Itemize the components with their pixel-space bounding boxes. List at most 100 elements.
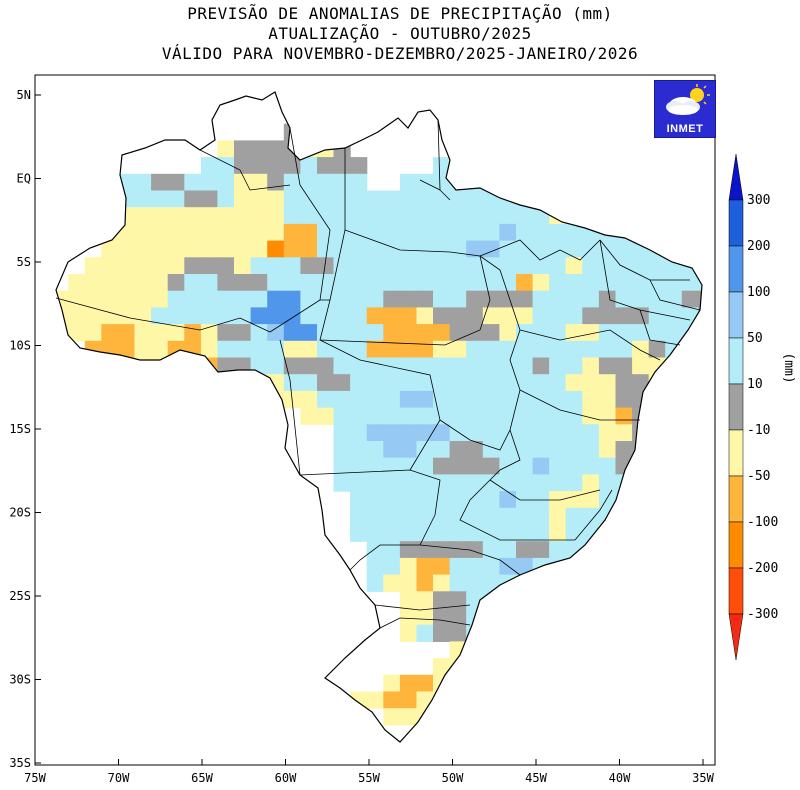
grid-cell: [317, 290, 335, 308]
grid-cell: [433, 457, 451, 475]
grid-cell: [317, 240, 335, 258]
grid-cell: [466, 357, 484, 375]
grid-cell: [549, 457, 567, 475]
grid-cell: [449, 274, 467, 292]
grid-cell: [433, 608, 451, 626]
grid-cell: [482, 407, 500, 425]
grid-cell: [200, 207, 219, 225]
grid-cell: [234, 257, 252, 275]
grid-cell: [234, 307, 252, 325]
grid-cell: [117, 340, 136, 359]
grid-cell: [317, 274, 335, 292]
grid-cell: [234, 190, 252, 208]
grid-cell: [234, 340, 252, 359]
legend-tick-label: 200: [747, 239, 770, 254]
lat-tick-label: EQ: [17, 172, 31, 186]
lat-tick-label: 5N: [17, 88, 31, 102]
grid-cell: [449, 457, 467, 475]
grid-cell: [68, 307, 86, 325]
legend-colorbar: 300 200 100 50 10 -10 -50 -100 -200 -300: [728, 153, 778, 661]
grid-cell: [317, 357, 335, 375]
grid-cell: [466, 223, 484, 242]
grid-cell: [416, 574, 434, 592]
logo-label: INMET: [666, 123, 704, 135]
grid-cell: [366, 541, 384, 559]
grid-cell: [598, 307, 617, 325]
grid-cell: [366, 557, 384, 576]
grid-cell: [433, 407, 451, 425]
grid-cell: [565, 507, 583, 526]
grid-cell: [151, 307, 169, 325]
grid-cell: [449, 340, 467, 359]
legend-swatch: [728, 475, 744, 523]
grid-cell: [283, 340, 301, 359]
grid-cell: [449, 390, 467, 409]
grid-cell: [267, 290, 285, 308]
grid-cell: [399, 591, 418, 609]
grid-cell: [300, 374, 318, 392]
grid-cell: [267, 357, 285, 375]
grid-cell: [549, 257, 567, 275]
grid-cell: [648, 324, 666, 342]
grid-cell: [250, 190, 268, 208]
grid-cell: [549, 274, 567, 292]
grid-cell: [84, 290, 102, 308]
grid-cell: [366, 691, 384, 709]
grid-cell: [582, 491, 600, 509]
grid-cell: [565, 374, 583, 392]
legend-tick-label: 100: [747, 285, 770, 300]
lat-tick-label: 20S: [9, 506, 31, 520]
grid-cell: [151, 340, 169, 359]
grid-cell: [466, 491, 484, 509]
grid-cell: [333, 207, 351, 225]
grid-cell: [267, 223, 285, 242]
grid-cell: [267, 173, 285, 192]
grid-cell: [300, 407, 318, 425]
grid-cell: [482, 257, 500, 275]
grid-cell: [433, 390, 451, 409]
grid-cell: [433, 223, 451, 242]
grid-cell: [317, 407, 335, 425]
grid-cell: [582, 257, 600, 275]
grid-cell: [350, 474, 368, 492]
grid-cell: [333, 374, 351, 392]
grid-cell: [416, 190, 434, 208]
grid-cell: [366, 457, 384, 475]
grid-cell: [366, 390, 384, 409]
grid-cell: [449, 608, 467, 626]
grid-cell: [267, 340, 285, 359]
grid-cell: [234, 324, 252, 342]
grid-cell: [350, 157, 368, 175]
grid-cell: [267, 140, 285, 158]
grid-cell: [366, 290, 384, 308]
grid-cell: [117, 240, 136, 258]
lat-tick-label: 15S: [9, 422, 31, 436]
grid-cell: [317, 340, 335, 359]
grid-cell: [350, 441, 368, 459]
map-subtitle-update: ATUALIZAÇÃO - OUTUBRO/2025: [268, 24, 532, 43]
grid-cell: [499, 407, 517, 425]
grid-cell: [217, 257, 235, 275]
grid-cell: [582, 290, 600, 308]
grid-cell: [565, 290, 583, 308]
grid-cell: [167, 274, 185, 292]
grid-cell: [200, 157, 219, 175]
grid-cell: [399, 424, 418, 442]
lon-tick-label: 40W: [609, 771, 631, 785]
grid-cell: [200, 307, 219, 325]
legend-tick-label: -200: [747, 561, 778, 576]
grid-cell: [350, 307, 368, 325]
grid-cell: [582, 357, 600, 375]
grid-cell: [781, 224, 798, 241]
lon-tick-label: 45W: [525, 771, 547, 785]
grid-cell: [416, 557, 434, 576]
grid-cell: [516, 223, 534, 242]
grid-cell: [632, 307, 650, 325]
grid-cell: [416, 324, 434, 342]
grid-cell: [250, 173, 268, 192]
grid-cell: [399, 491, 418, 509]
grid-cell: [399, 240, 418, 258]
grid-cell: [234, 157, 252, 175]
grid-cell: [532, 407, 550, 425]
grid-cell: [333, 457, 351, 475]
